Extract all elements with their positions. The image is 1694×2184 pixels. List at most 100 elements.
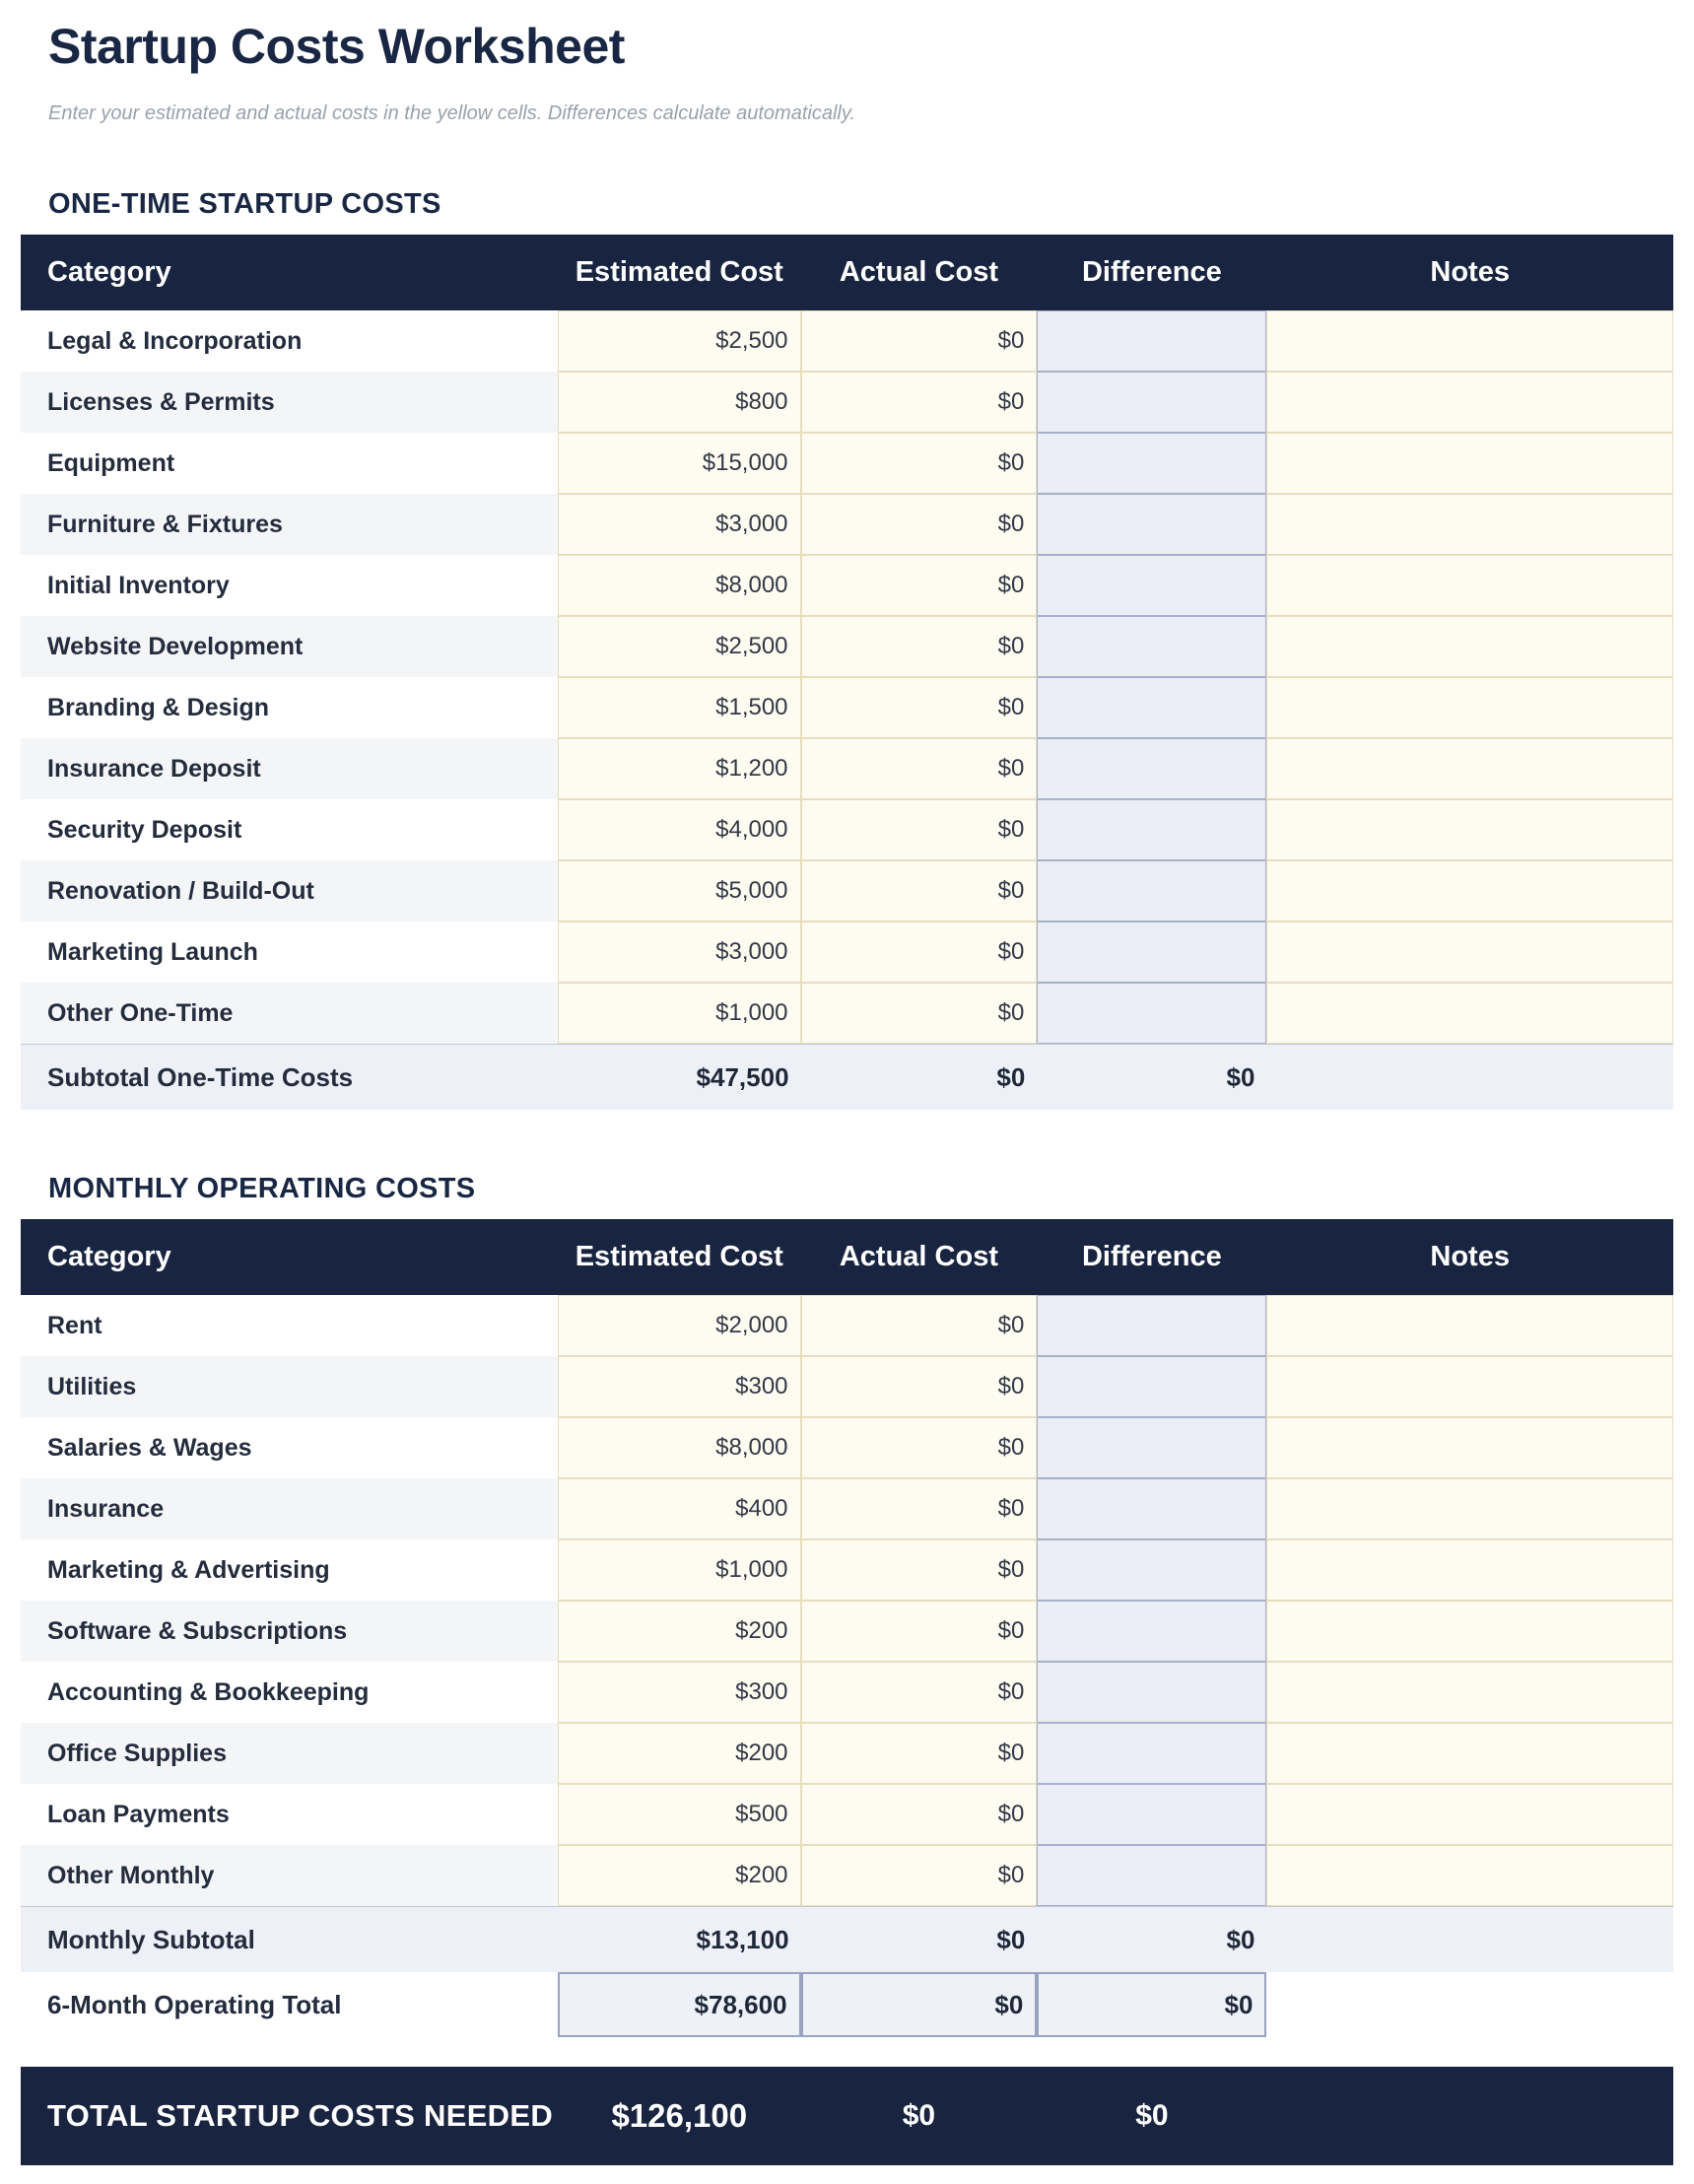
difference-cell (1037, 921, 1267, 983)
table-body: Legal & Incorporation $2,500 $0 Licenses… (21, 310, 1673, 1044)
category-cell: Other Monthly (21, 1845, 559, 1906)
notes-cell[interactable] (1266, 799, 1673, 860)
estimated-cost-cell[interactable]: $2,000 (558, 1295, 801, 1356)
actual-cost-cell[interactable]: $0 (800, 1539, 1038, 1601)
category-cell: Rent (21, 1295, 559, 1356)
estimated-cost-cell[interactable]: $200 (558, 1723, 801, 1784)
one-time-costs-table: Category Estimated Cost Actual Cost Diff… (21, 235, 1673, 1110)
notes-cell[interactable] (1266, 1662, 1673, 1723)
actual-cost-cell[interactable]: $0 (800, 1723, 1038, 1784)
estimated-cost-cell[interactable]: $300 (558, 1356, 801, 1417)
estimated-cost-cell[interactable]: $2,500 (558, 310, 801, 372)
six-month-actual-cost: $0 (800, 1972, 1038, 2037)
grand-total-actual-cost: $0 (902, 2099, 936, 2132)
category-cell: Insurance Deposit (21, 738, 559, 799)
actual-cost-cell[interactable]: $0 (800, 860, 1038, 921)
actual-cost-cell[interactable]: $0 (800, 1784, 1038, 1845)
notes-cell[interactable] (1266, 860, 1673, 921)
notes-cell[interactable] (1266, 616, 1673, 677)
actual-cost-cell[interactable]: $0 (800, 738, 1038, 799)
notes-cell[interactable] (1266, 1784, 1673, 1845)
actual-cost-cell[interactable]: $0 (800, 494, 1038, 555)
notes-cell[interactable] (1266, 310, 1673, 372)
subtotal-actual-cost: $0 (996, 1924, 1026, 1954)
column-header-difference: Difference (1081, 1241, 1222, 1272)
notes-cell[interactable] (1266, 372, 1673, 433)
difference-cell (1037, 1417, 1267, 1478)
actual-cost-cell[interactable]: $0 (800, 433, 1038, 494)
difference-cell (1037, 860, 1267, 921)
subtotal-difference: $0 (1226, 1061, 1255, 1092)
actual-cost-cell[interactable]: $0 (800, 1662, 1038, 1723)
estimated-cost-cell[interactable]: $1,000 (558, 983, 801, 1044)
notes-cell[interactable] (1266, 1478, 1673, 1539)
actual-cost-cell[interactable]: $0 (800, 677, 1038, 738)
category-cell: Insurance (21, 1478, 559, 1539)
notes-cell[interactable] (1266, 921, 1673, 983)
estimated-cost-cell[interactable]: $8,000 (558, 1417, 801, 1478)
table-row: Software & Subscriptions $200 $0 (21, 1601, 1673, 1662)
actual-cost-cell[interactable]: $0 (800, 799, 1038, 860)
table-row: Office Supplies $200 $0 (21, 1723, 1673, 1784)
actual-cost-cell[interactable]: $0 (800, 616, 1038, 677)
notes-cell[interactable] (1266, 677, 1673, 738)
notes-cell[interactable] (1266, 555, 1673, 616)
estimated-cost-cell[interactable]: $15,000 (558, 433, 801, 494)
actual-cost-cell[interactable]: $0 (800, 921, 1038, 983)
estimated-cost-cell[interactable]: $1,200 (558, 738, 801, 799)
difference-cell (1037, 1539, 1267, 1601)
table-body: Rent $2,000 $0 Utilities $300 $0 (21, 1295, 1673, 1906)
category-cell: Website Development (21, 616, 559, 677)
notes-cell[interactable] (1266, 983, 1673, 1044)
estimated-cost-cell[interactable]: $3,000 (558, 494, 801, 555)
category-cell: Furniture & Fixtures (21, 494, 559, 555)
table-row: Other Monthly $200 $0 (21, 1845, 1673, 1906)
difference-cell (1037, 372, 1267, 433)
actual-cost-cell[interactable]: $0 (800, 372, 1038, 433)
table-row: Licenses & Permits $800 $0 (21, 372, 1673, 433)
estimated-cost-cell[interactable]: $800 (558, 372, 801, 433)
estimated-cost-cell[interactable]: $2,500 (558, 616, 801, 677)
notes-cell[interactable] (1266, 1601, 1673, 1662)
six-month-label: 6-Month Operating Total (47, 1989, 342, 2019)
actual-cost-cell[interactable]: $0 (800, 555, 1038, 616)
actual-cost-cell[interactable]: $0 (800, 1845, 1038, 1906)
monthly-subtotal-row: Monthly Subtotal $13,100 $0 $0 (21, 1906, 1673, 1972)
difference-cell (1037, 677, 1267, 738)
notes-cell[interactable] (1266, 1539, 1673, 1601)
notes-cell[interactable] (1266, 1356, 1673, 1417)
subtotal-label: Subtotal One-Time Costs (47, 1061, 354, 1092)
estimated-cost-cell[interactable]: $1,000 (558, 1539, 801, 1601)
estimated-cost-cell[interactable]: $3,000 (558, 921, 801, 983)
actual-cost-cell[interactable]: $0 (800, 983, 1038, 1044)
estimated-cost-cell[interactable]: $5,000 (558, 860, 801, 921)
estimated-cost-cell[interactable]: $400 (558, 1478, 801, 1539)
notes-cell[interactable] (1266, 494, 1673, 555)
actual-cost-cell[interactable]: $0 (800, 310, 1038, 372)
notes-cell[interactable] (1266, 1417, 1673, 1478)
six-month-notes-spacer (1266, 1972, 1673, 2037)
actual-cost-cell[interactable]: $0 (800, 1295, 1038, 1356)
actual-cost-cell[interactable]: $0 (800, 1478, 1038, 1539)
notes-cell[interactable] (1266, 1295, 1673, 1356)
notes-cell[interactable] (1266, 1845, 1673, 1906)
notes-cell[interactable] (1266, 433, 1673, 494)
table-row: Rent $2,000 $0 (21, 1295, 1673, 1356)
estimated-cost-cell[interactable]: $200 (558, 1601, 801, 1662)
estimated-cost-cell[interactable]: $1,500 (558, 677, 801, 738)
estimated-cost-cell[interactable]: $8,000 (558, 555, 801, 616)
subtotal-notes-spacer (1266, 1045, 1673, 1110)
notes-cell[interactable] (1266, 738, 1673, 799)
category-cell: Legal & Incorporation (21, 310, 559, 372)
column-header-difference: Difference (1081, 256, 1222, 288)
actual-cost-cell[interactable]: $0 (800, 1601, 1038, 1662)
actual-cost-cell[interactable]: $0 (800, 1356, 1038, 1417)
estimated-cost-cell[interactable]: $200 (558, 1845, 801, 1906)
estimated-cost-cell[interactable]: $300 (558, 1662, 801, 1723)
page-subtitle: Enter your estimated and actual costs in… (48, 102, 855, 124)
difference-cell (1037, 799, 1267, 860)
notes-cell[interactable] (1266, 1723, 1673, 1784)
actual-cost-cell[interactable]: $0 (800, 1417, 1038, 1478)
estimated-cost-cell[interactable]: $500 (558, 1784, 801, 1845)
estimated-cost-cell[interactable]: $4,000 (558, 799, 801, 860)
